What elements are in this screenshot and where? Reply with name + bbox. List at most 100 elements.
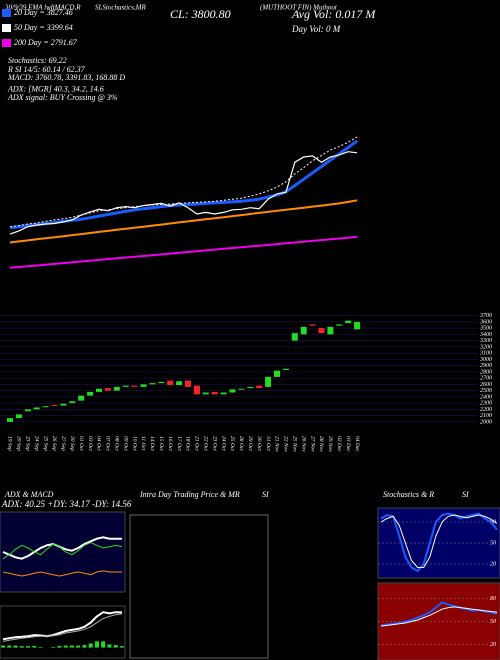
header-text: SLStochastics,MR	[95, 4, 146, 12]
candle-body	[354, 321, 361, 330]
candle-body	[211, 391, 218, 395]
histogram-bar	[1, 645, 5, 648]
histogram-bar	[38, 646, 43, 648]
x-tick-label: 25 Nov	[292, 436, 298, 452]
candle-body	[193, 385, 200, 395]
x-tick-label: 23 Oct	[211, 436, 217, 451]
x-tick-label: 15 Oct	[158, 436, 164, 451]
x-tick-label: 29 Nov	[327, 436, 333, 452]
legend-swatch	[2, 24, 11, 32]
y-tick-label: 20	[490, 642, 496, 648]
legend-swatch	[2, 39, 11, 47]
candle-body	[265, 376, 272, 387]
x-tick-label: 03 Dec	[345, 436, 351, 452]
candle-body	[256, 385, 263, 389]
candle-body	[122, 385, 129, 387]
histogram-bar	[69, 645, 74, 648]
indicator-line	[2, 613, 123, 642]
y-tick-label: 80	[490, 519, 496, 525]
histogram-bar	[94, 641, 99, 648]
x-tick-label: 25 Oct	[229, 436, 235, 451]
x-tick-label: 02 Dec	[336, 436, 342, 452]
x-tick-label: 26 Nov	[300, 436, 306, 452]
ma-line	[9, 199, 358, 244]
candle-body	[24, 409, 31, 412]
indicator-line	[380, 514, 498, 568]
candle-body	[345, 320, 352, 324]
legend-label: 200 Day = 2791.67	[14, 38, 78, 47]
header-text: 30/9/39 EMA lwftMACD,R	[4, 4, 81, 12]
indicator-line	[2, 611, 123, 641]
x-tick-label: 19 Sep	[7, 436, 13, 451]
histogram-bar	[88, 643, 93, 648]
candle-body	[87, 391, 94, 396]
x-tick-label: 17 Oct	[176, 436, 182, 451]
x-tick-label: 18 Oct	[185, 436, 191, 451]
candle-body	[51, 405, 58, 406]
y-tick-label: 3300	[479, 338, 492, 344]
x-tick-label: 25 Sep	[42, 436, 48, 451]
histogram-bar	[120, 646, 124, 648]
y-tick-label: 50	[490, 540, 496, 546]
x-tick-label: 04 Dec	[354, 436, 361, 452]
x-tick-label: 27 Sep	[60, 436, 66, 451]
x-tick-label: 24 Oct	[220, 436, 227, 451]
y-tick-label: 3100	[479, 351, 492, 357]
candle-body	[176, 381, 183, 385]
indicator-line	[2, 542, 123, 560]
x-tick-label: 29 Oct	[247, 436, 253, 451]
x-tick-label: 14 Oct	[149, 436, 156, 451]
candle-body	[78, 395, 85, 401]
y-tick-label: 20	[490, 561, 496, 567]
x-tick-label: 27 Nov	[309, 436, 315, 452]
x-tick-label: 23 Sep	[25, 436, 31, 451]
candle-body	[7, 418, 13, 422]
x-tick-label: 20 Sep	[16, 436, 22, 451]
histogram-bar	[63, 645, 68, 648]
close-line	[9, 151, 358, 235]
histogram-bar	[57, 645, 62, 648]
histogram-bar	[13, 645, 18, 648]
x-tick-label: 21 Nov	[274, 436, 280, 452]
header-text: ADX signal: BUY Crossing @ 3%	[7, 93, 118, 102]
y-tick-label: 2200	[480, 407, 492, 413]
x-tick-label: 11 Oct	[140, 436, 146, 451]
y-tick-label: 50	[490, 619, 496, 625]
x-tick-label: 16 Oct	[167, 436, 173, 451]
histogram-bar	[107, 644, 112, 648]
y-tick-label: 3600	[479, 319, 492, 325]
candle-body	[247, 386, 254, 389]
candle-body	[238, 388, 245, 390]
x-tick-label: 07 Oct	[105, 436, 111, 451]
candle-body	[60, 403, 67, 406]
x-tick-label: 24 Sep	[33, 436, 40, 451]
x-tick-label: 31 Oct	[265, 435, 271, 451]
header-text: SI	[262, 490, 269, 499]
header-text: ADX: 40.25 +DY: 34.17 -DY: 14.56	[1, 499, 132, 509]
candle-body	[131, 385, 138, 387]
indicator-line	[2, 570, 122, 577]
candle-body	[336, 324, 343, 326]
histogram-bar	[32, 645, 37, 648]
x-tick-label: 22 Oct	[203, 436, 209, 451]
candle-body	[300, 326, 307, 335]
indicator-line	[2, 536, 122, 560]
indicator-line	[380, 512, 498, 573]
x-tick-label: 08 Oct	[114, 436, 120, 451]
indicator-line	[380, 606, 498, 627]
y-tick-label: 2400	[480, 393, 492, 400]
candle-body	[327, 326, 334, 335]
candle-body	[113, 386, 120, 391]
panel-background	[0, 511, 126, 593]
x-tick-label: 21 Oct	[194, 436, 200, 451]
histogram-bar	[19, 646, 24, 648]
candle-body	[69, 401, 76, 404]
histogram-bar	[7, 645, 12, 648]
y-tick-label: 3200	[479, 344, 492, 350]
candle-body	[282, 368, 289, 370]
legend-label: 50 Day = 3399.64	[14, 23, 73, 32]
candle-body	[274, 370, 280, 377]
candle-body	[229, 389, 236, 393]
header-text: Stochastics & R	[383, 490, 434, 499]
candle-body	[220, 392, 227, 395]
